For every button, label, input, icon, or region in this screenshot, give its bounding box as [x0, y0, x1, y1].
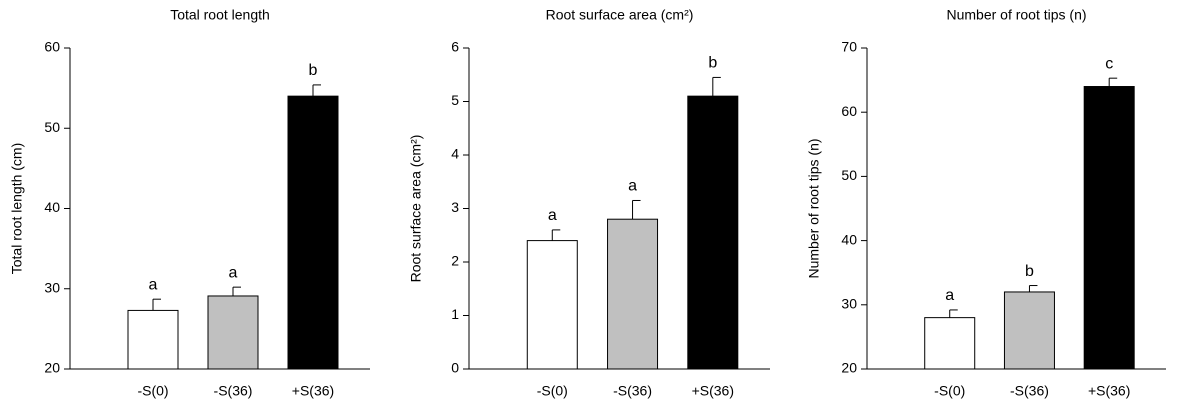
y-tick-label: 40: [44, 199, 60, 215]
x-tick-label: -S(36): [1010, 383, 1049, 399]
bar: [1003, 291, 1055, 370]
y-tick-label: 5: [451, 92, 459, 108]
y-tick-label: 6: [451, 39, 459, 55]
x-tick-label: -S(0): [137, 383, 168, 399]
y-tick-label: 20: [841, 360, 857, 376]
significance-letter: a: [548, 207, 557, 224]
significance-letter: b: [708, 55, 717, 72]
y-tick-label: 1: [451, 306, 459, 322]
significance-letter: a: [945, 287, 954, 304]
x-tick-label: +S(36): [1088, 383, 1130, 399]
significance-letter: b: [309, 62, 318, 79]
bar: [127, 309, 179, 370]
y-axis-label: Root surface area (cm²): [408, 135, 424, 283]
y-tick-label: 30: [44, 279, 60, 295]
bar: [607, 218, 659, 370]
y-tick-label: 50: [44, 119, 60, 135]
x-tick-label: -S(0): [537, 383, 568, 399]
significance-letter: a: [628, 178, 637, 195]
bar: [687, 95, 739, 370]
x-tick-label: -S(36): [613, 383, 652, 399]
y-tick-label: 2: [451, 253, 459, 269]
y-tick-label: 4: [451, 146, 459, 162]
significance-letter: a: [229, 264, 238, 281]
y-tick-label: 30: [841, 296, 857, 312]
x-tick-label: +S(36): [692, 383, 734, 399]
significance-letter: a: [149, 276, 158, 293]
y-tick-label: 60: [841, 103, 857, 119]
x-tick-label: +S(36): [292, 383, 334, 399]
bar: [207, 295, 259, 370]
y-tick-label: 40: [841, 231, 857, 247]
bar: [526, 240, 578, 370]
x-tick-label: -S(0): [934, 383, 965, 399]
y-tick-label: 60: [44, 39, 60, 55]
y-tick-label: 70: [841, 39, 857, 55]
y-axis-label: Total root length (cm): [9, 143, 25, 275]
significance-letter: c: [1105, 55, 1113, 72]
significance-letter: b: [1025, 263, 1034, 280]
y-tick-label: 50: [841, 167, 857, 183]
y-tick-label: 20: [44, 360, 60, 376]
x-tick-label: -S(36): [214, 383, 253, 399]
chart-title: Total root length: [170, 7, 270, 23]
y-tick-label: 0: [451, 360, 459, 376]
bar: [1083, 86, 1135, 370]
y-tick-label: 3: [451, 199, 459, 215]
bar: [924, 317, 976, 370]
chart-title: Root surface area (cm²): [546, 7, 694, 23]
bar: [287, 95, 339, 370]
y-axis-label: Number of root tips (n): [806, 138, 822, 278]
chart-title: Number of root tips (n): [946, 7, 1086, 23]
